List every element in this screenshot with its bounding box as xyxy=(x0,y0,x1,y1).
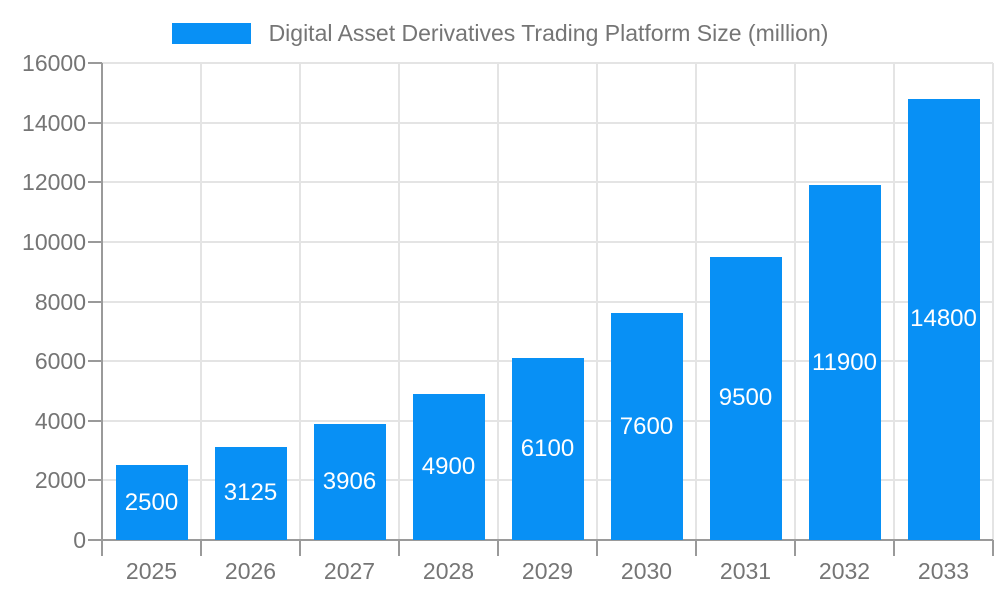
bar-2033: 14800 xyxy=(907,98,980,540)
bar-2025: 2500 xyxy=(115,465,188,540)
legend-swatch xyxy=(171,23,251,44)
gridline-horizontal xyxy=(102,62,993,64)
legend-item[interactable]: Digital Asset Derivatives Trading Platfo… xyxy=(0,20,1000,47)
bar-value-label: 11900 xyxy=(812,348,877,376)
y-axis-line xyxy=(101,63,103,556)
y-axis-tick xyxy=(88,121,102,124)
x-axis-tick xyxy=(695,540,697,556)
y-tick-label: 14000 xyxy=(22,109,86,136)
y-axis-tick xyxy=(88,479,102,482)
x-axis-tick xyxy=(992,540,994,556)
bar-value-label: 3125 xyxy=(223,479,278,507)
gridline-vertical xyxy=(497,63,499,540)
x-axis-line xyxy=(88,539,993,541)
gridline-vertical xyxy=(398,63,400,540)
bar-2031: 9500 xyxy=(709,256,782,540)
bar-2026: 3125 xyxy=(214,446,287,540)
x-tick-label: 2027 xyxy=(323,558,376,584)
x-axis-tick xyxy=(893,540,895,556)
bar-2029: 6100 xyxy=(511,358,584,540)
gridline-vertical xyxy=(200,63,202,540)
bar-value-label: 9500 xyxy=(718,384,773,412)
bar-2027: 3906 xyxy=(313,423,386,540)
gridline-vertical xyxy=(596,63,598,540)
bar-2032: 11900 xyxy=(808,185,881,540)
bar-value-label: 7600 xyxy=(619,412,674,440)
x-axis-tick xyxy=(200,540,202,556)
x-axis-tick xyxy=(794,540,796,556)
gridline-vertical xyxy=(794,63,796,540)
y-axis-tick xyxy=(88,300,102,303)
y-axis-tick xyxy=(88,62,102,64)
x-tick-label: 2032 xyxy=(818,558,871,584)
y-axis-tick xyxy=(88,419,102,422)
legend-label: Digital Asset Derivatives Trading Platfo… xyxy=(268,20,829,46)
bar-value-label: 4900 xyxy=(421,452,476,480)
gridline-horizontal xyxy=(102,300,993,303)
x-axis-tick xyxy=(398,540,400,556)
y-tick-label: 16000 xyxy=(22,50,86,76)
x-axis-tick xyxy=(497,540,499,556)
bar-2028: 4900 xyxy=(412,393,485,540)
y-tick-label: 0 xyxy=(73,527,86,553)
y-tick-label: 12000 xyxy=(22,169,86,196)
x-tick-label: 2026 xyxy=(224,558,277,584)
y-axis-tick xyxy=(88,360,102,363)
y-tick-label: 6000 xyxy=(34,348,86,375)
bar-2030: 7600 xyxy=(610,313,683,540)
y-tick-label: 8000 xyxy=(34,288,86,315)
y-tick-label: 2000 xyxy=(34,467,86,494)
gridline-vertical xyxy=(893,63,895,540)
y-axis-tick xyxy=(88,240,102,243)
gridline-vertical xyxy=(695,63,697,540)
bar-value-label: 2500 xyxy=(124,488,179,516)
y-tick-label: 4000 xyxy=(34,407,86,434)
x-tick-label: 2030 xyxy=(620,558,673,584)
gridline-vertical xyxy=(992,63,994,540)
x-tick-label: 2033 xyxy=(917,558,970,584)
bar-value-label: 14800 xyxy=(910,305,977,333)
x-axis-tick xyxy=(596,540,598,556)
gridline-vertical xyxy=(299,63,301,540)
x-tick-label: 2025 xyxy=(125,558,178,584)
x-tick-label: 2029 xyxy=(521,558,574,584)
gridline-horizontal xyxy=(102,240,993,243)
y-axis-tick xyxy=(88,181,102,184)
bar-value-label: 3906 xyxy=(322,467,377,495)
bar-value-label: 6100 xyxy=(520,435,575,463)
x-axis-tick xyxy=(299,540,301,556)
gridline-horizontal xyxy=(102,181,993,184)
x-tick-label: 2028 xyxy=(422,558,475,584)
x-tick-label: 2031 xyxy=(719,558,772,584)
y-tick-label: 10000 xyxy=(22,228,86,255)
gridline-horizontal xyxy=(102,121,993,124)
